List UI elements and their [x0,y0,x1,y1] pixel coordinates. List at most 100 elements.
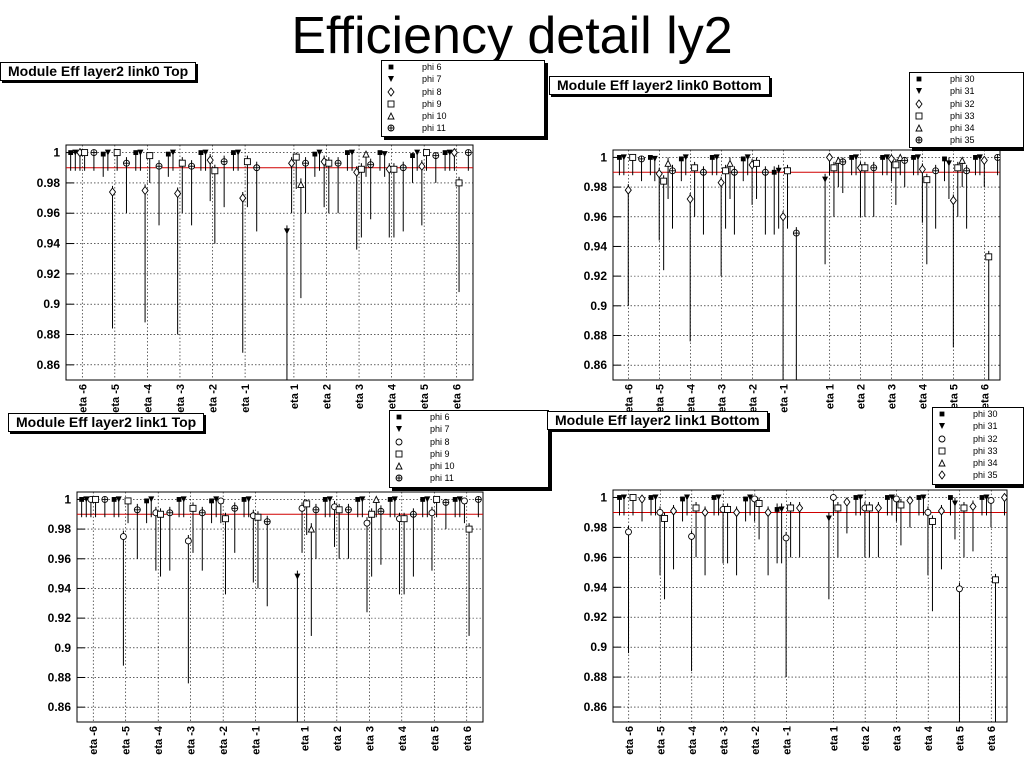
data-point [740,156,746,162]
data-point [188,162,196,170]
data-point [942,156,947,162]
data-point [254,513,262,521]
data-point [778,506,785,513]
data-point [119,533,127,540]
data-point [79,497,85,502]
data-point [180,496,187,503]
data-point [865,504,873,512]
chart-link0-top: 1 0.98 0.96 0.94 0.92 0.9 0.88 0.86 eta -6 eta -5… [37,144,474,413]
y-tick-label: 0.86 [48,700,72,714]
legend-entry: phi 31 [933,420,1023,432]
legend-label: phi 10 [422,111,447,122]
legend-label: phi 35 [973,470,998,481]
data-point [932,167,940,175]
data-point [387,497,393,502]
data-point [241,497,247,502]
data-point [206,155,214,165]
legend-label: phi 9 [430,448,450,459]
data-point [133,506,141,514]
data-point [326,496,333,503]
legend-label: phi 10 [430,461,455,472]
x-tick-label: eta -5 [110,384,122,413]
data-point [948,495,953,500]
y-tick-label: 0.9 [43,297,60,311]
data-point [303,500,311,508]
legend-marker-icon [938,447,946,455]
x-tick-label: eta -1 [778,384,790,413]
y-tick-label: 0.9 [590,299,607,313]
data-point [235,149,242,156]
data-point [834,504,842,512]
data-point [885,495,890,500]
data-point [887,154,895,164]
y-tick-label: 0.98 [37,176,61,190]
legend-label: phi 7 [430,424,450,435]
data-point [691,164,699,172]
data-point [822,176,829,183]
data-point [189,504,197,512]
data-point [709,155,715,160]
data-point [918,164,926,175]
data-point [839,158,847,166]
legend-marker-icon [387,100,395,108]
data-point [951,500,958,507]
data-point [465,525,473,533]
x-tick-label: eta 2 [321,384,333,409]
data-point [774,507,780,512]
data-point [629,494,637,501]
data-point [363,519,371,527]
data-point [400,515,408,523]
chart-link0-bottom: 1 0.98 0.96 0.94 0.92 0.9 0.88 0.86 eta -6 eta -5… [584,149,1001,413]
data-point [381,151,388,158]
legend-marker-icon [396,426,402,433]
data-point [202,149,209,156]
data-point [684,494,691,501]
data-point [853,495,859,500]
data-point [753,159,760,167]
y-tick-label: 0.96 [584,210,608,224]
data-point [312,151,318,157]
data-point [963,167,971,175]
y-tick-label: 0.86 [584,700,608,714]
legend: phi 30 phi 31 phi 32 phi 33 phi 34 phi 35 [909,72,1024,148]
y-tick-label: 0.94 [37,237,61,251]
legend-label: phi 32 [950,98,975,109]
x-tick-label: eta 6 [986,726,998,751]
data-point [680,496,685,502]
data-point [711,495,717,500]
legend-label: phi 6 [430,412,450,422]
data-point [1000,492,1007,503]
data-point [166,509,174,517]
data-point [973,155,978,160]
data-point [929,517,936,525]
x-tick-label: eta -5 [121,726,133,755]
data-point [880,155,885,160]
data-point [979,495,985,500]
legend-marker-icon [387,86,395,97]
data-point [464,149,472,157]
legend-entry: phi 7 [390,423,548,435]
legend-entry: phi 10 [390,460,548,472]
data-point [231,150,236,155]
data-point [253,164,261,172]
legend-entry: phi 9 [382,98,544,110]
data-point [686,194,694,204]
data-point [976,154,983,161]
y-tick-label: 0.96 [584,550,608,564]
data-point [911,155,916,160]
data-point [901,156,909,164]
chart-link1-bottom: 1 0.98 0.96 0.94 0.92 0.9 0.88 0.86 eta -6 eta -5… [584,489,1008,755]
data-point [825,515,832,522]
x-tick-label: eta 4 [923,725,935,751]
data-point [184,537,192,545]
data-point [334,159,342,167]
x-tick-label: eta 5 [419,384,431,409]
x-tick-label: eta 5 [429,726,441,751]
data-point [72,149,79,156]
data-point [730,168,738,176]
data-point [325,159,333,167]
y-tick-label: 0.88 [584,670,608,684]
x-tick-label: eta 6 [452,384,464,409]
data-point [165,151,171,157]
data-point [669,506,678,516]
